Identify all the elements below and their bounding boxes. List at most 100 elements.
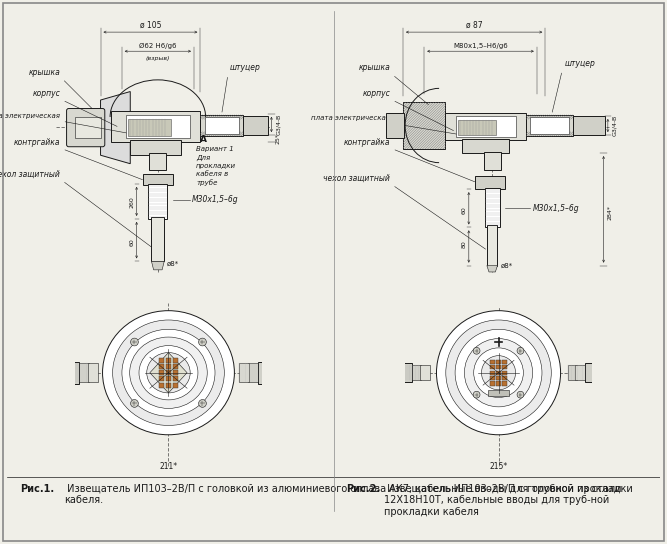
- Polygon shape: [487, 265, 498, 272]
- Text: ø8*: ø8*: [501, 263, 513, 269]
- Text: Извещатель ИП103–2В/П с головкой из алюминиевого сплава АК7, кабельные вводы для: Извещатель ИП103–2В/П с головкой из алюм…: [64, 484, 633, 505]
- Bar: [248, 363, 258, 382]
- Text: корпус: корпус: [32, 89, 60, 98]
- Text: 260: 260: [130, 196, 135, 208]
- Bar: [526, 115, 573, 136]
- Bar: [165, 358, 171, 363]
- Bar: [126, 115, 189, 138]
- Bar: [173, 376, 178, 381]
- Text: контргайка: контргайка: [14, 138, 60, 147]
- Bar: [490, 376, 495, 380]
- Bar: [205, 117, 239, 134]
- Text: ø 87: ø 87: [466, 21, 482, 29]
- Text: штуцер: штуцер: [230, 64, 261, 72]
- Circle shape: [473, 391, 480, 398]
- Bar: [496, 370, 501, 375]
- Bar: [243, 116, 268, 135]
- Text: М30х1,5–6g: М30х1,5–6g: [192, 195, 238, 205]
- Text: кабеля в: кабеля в: [196, 171, 228, 177]
- Bar: [159, 364, 164, 369]
- Text: Рис.2.: Рис.2.: [347, 484, 381, 494]
- Text: (взрыв): (взрыв): [145, 55, 170, 61]
- Text: М30х1,5–6g: М30х1,5–6g: [532, 204, 579, 213]
- Bar: [488, 390, 510, 396]
- Text: чехол защитный: чехол защитный: [323, 174, 390, 183]
- Circle shape: [131, 338, 138, 346]
- Bar: [526, 132, 573, 136]
- Bar: [128, 119, 171, 136]
- Text: 284*: 284*: [608, 205, 613, 220]
- Bar: [568, 365, 577, 380]
- Bar: [485, 188, 500, 227]
- Text: М80х1,5–H6/g6: М80х1,5–H6/g6: [453, 43, 508, 49]
- Bar: [149, 153, 166, 170]
- Bar: [487, 225, 498, 265]
- Circle shape: [474, 348, 524, 398]
- Text: Для: Для: [196, 154, 210, 160]
- Text: ø 105: ø 105: [139, 21, 161, 29]
- Bar: [402, 363, 412, 382]
- Circle shape: [464, 338, 533, 407]
- Bar: [502, 370, 507, 375]
- Bar: [490, 365, 495, 369]
- Ellipse shape: [129, 337, 207, 409]
- Bar: [420, 365, 430, 380]
- Bar: [475, 176, 505, 189]
- Bar: [458, 120, 496, 135]
- Text: Рис.1.: Рис.1.: [20, 484, 54, 494]
- Text: 60: 60: [462, 207, 467, 214]
- Bar: [576, 365, 584, 380]
- Circle shape: [199, 338, 206, 346]
- Bar: [173, 364, 178, 369]
- Bar: [496, 381, 501, 386]
- Ellipse shape: [113, 320, 224, 425]
- Text: 25*: 25*: [275, 133, 281, 144]
- Bar: [173, 358, 178, 363]
- Circle shape: [517, 391, 524, 398]
- Bar: [111, 110, 200, 143]
- Bar: [88, 363, 98, 382]
- Bar: [456, 116, 516, 137]
- Bar: [257, 362, 267, 384]
- Bar: [462, 139, 509, 153]
- Ellipse shape: [139, 345, 198, 400]
- Text: Ø62 H6/g6: Ø62 H6/g6: [139, 43, 177, 49]
- Bar: [530, 117, 568, 134]
- Text: плата электрическая: плата электрическая: [311, 115, 390, 121]
- Bar: [484, 152, 501, 170]
- Circle shape: [473, 348, 480, 354]
- Text: ø8*: ø8*: [166, 261, 179, 267]
- Bar: [496, 365, 501, 369]
- Polygon shape: [101, 91, 130, 164]
- Bar: [403, 102, 446, 149]
- Bar: [200, 132, 243, 136]
- Ellipse shape: [122, 329, 215, 416]
- Text: контргайка: контргайка: [344, 138, 390, 147]
- Bar: [143, 174, 173, 185]
- Bar: [239, 363, 249, 382]
- Circle shape: [199, 399, 206, 407]
- Bar: [412, 365, 421, 380]
- Text: трубе: трубе: [196, 179, 217, 186]
- Circle shape: [446, 320, 551, 425]
- Text: чехол защитный: чехол защитный: [0, 170, 60, 178]
- Text: плата электрическая: плата электрическая: [0, 113, 60, 119]
- Bar: [490, 360, 495, 364]
- Ellipse shape: [103, 311, 234, 435]
- Bar: [490, 370, 495, 375]
- Text: G3/4-B: G3/4-B: [275, 114, 281, 135]
- Bar: [69, 362, 79, 384]
- Bar: [165, 370, 171, 375]
- Circle shape: [455, 329, 542, 416]
- Text: 211*: 211*: [159, 462, 177, 471]
- Bar: [386, 113, 404, 138]
- Bar: [446, 113, 526, 140]
- Bar: [502, 381, 507, 386]
- Bar: [159, 376, 164, 381]
- Bar: [159, 370, 164, 375]
- Bar: [496, 360, 501, 364]
- Bar: [584, 363, 595, 382]
- Bar: [200, 115, 243, 136]
- Polygon shape: [151, 261, 164, 270]
- Bar: [130, 140, 181, 155]
